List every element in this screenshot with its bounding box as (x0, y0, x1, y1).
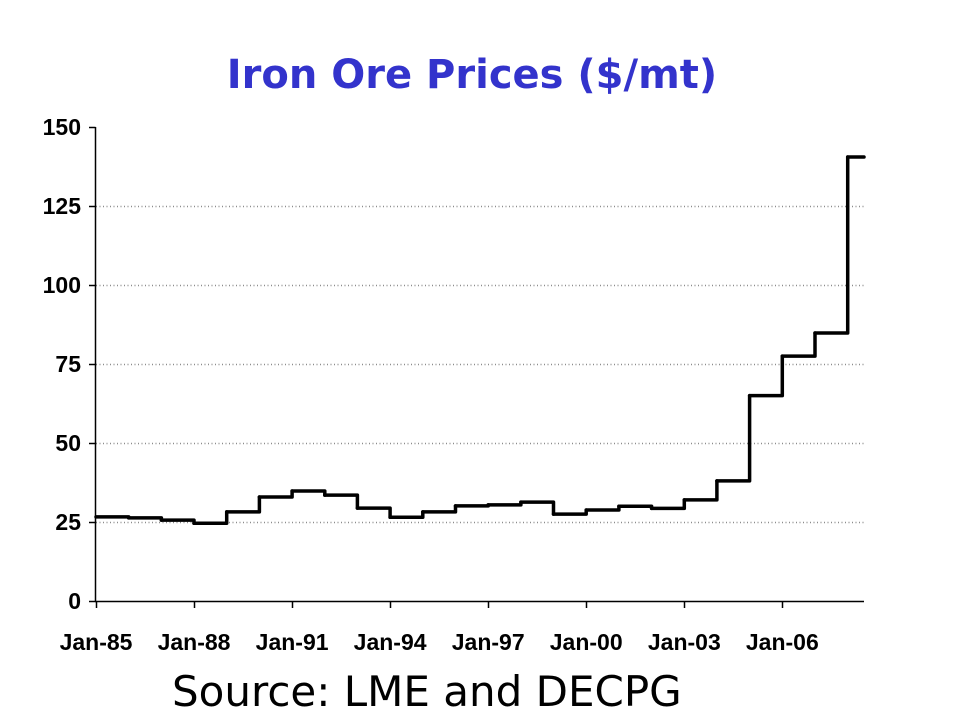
price-step (192, 510, 229, 526)
price-step (94, 515, 131, 520)
x-tick-label: Jan-91 (256, 629, 329, 655)
price-step (257, 489, 294, 499)
price-series-line (94, 155, 866, 526)
x-tick-label: Jan-00 (550, 629, 623, 655)
price-step (682, 479, 719, 502)
y-tick-label: 125 (43, 193, 82, 219)
price-step (715, 393, 752, 483)
price-step (453, 503, 490, 508)
x-tick-label: Jan-97 (452, 629, 525, 655)
price-step (323, 493, 360, 510)
x-tick-label: Jan-03 (648, 629, 721, 655)
x-tick-label: Jan-94 (354, 629, 427, 655)
price-step (551, 508, 588, 516)
price-step (388, 510, 425, 520)
price-step (290, 489, 327, 497)
price-step (747, 354, 785, 398)
x-tick-label: Jan-85 (60, 629, 133, 655)
y-tick-label: 25 (55, 509, 81, 535)
y-tick-label: 150 (43, 114, 81, 140)
axes (94, 127, 864, 603)
price-step (486, 500, 523, 507)
chart-title: Iron Ore Prices ($/mt) (227, 52, 717, 98)
x-tick-label: Jan-06 (746, 629, 819, 655)
price-step (224, 495, 262, 514)
x-axis-ticks: Jan-85 Jan-88 Jan-91 Jan-94 Jan-97 Jan-00 Jan-… (60, 601, 819, 655)
price-step (519, 500, 556, 516)
source-note: Source: LME and DECPG (172, 667, 682, 716)
y-tick-label: 50 (55, 430, 81, 456)
price-step (617, 504, 654, 511)
price-step (584, 504, 621, 512)
y-axis-ticks: 0 25 50 75 100 125 150 (43, 114, 96, 614)
y-tick-label: 75 (55, 351, 81, 377)
y-tick-label: 100 (43, 272, 81, 298)
price-step (421, 504, 458, 514)
price-step (780, 331, 817, 358)
price-step (126, 516, 164, 522)
price-step (649, 498, 687, 511)
x-tick-label: Jan-88 (158, 629, 231, 655)
price-step (355, 506, 392, 520)
y-tick-label: 0 (68, 588, 81, 614)
price-step (813, 155, 850, 335)
